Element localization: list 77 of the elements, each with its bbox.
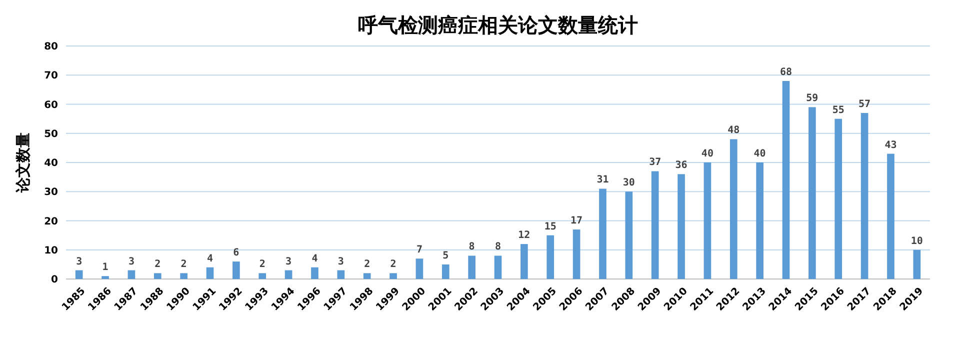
data-label: 4: [206, 253, 214, 264]
bar: [678, 174, 685, 279]
y-tick-label: 80: [44, 42, 58, 52]
bar: [834, 118, 842, 279]
data-label: 37: [649, 157, 662, 168]
data-label: 4: [312, 253, 318, 264]
bar: [311, 267, 318, 279]
data-label: 3: [338, 256, 344, 268]
bar: [808, 107, 816, 279]
bar: [651, 171, 659, 279]
bar: [390, 273, 397, 279]
y-tick-label: 40: [44, 158, 58, 169]
bar: [363, 273, 371, 279]
bar: [232, 262, 240, 279]
bar: [546, 235, 554, 279]
y-tick-label: 10: [44, 245, 58, 256]
bar: [572, 229, 580, 279]
data-label: 12: [518, 230, 530, 242]
bar: [128, 270, 136, 279]
data-label: 8: [468, 242, 475, 253]
y-tick-label: 0: [51, 274, 58, 286]
data-label: 43: [884, 140, 897, 151]
bar: [258, 273, 266, 279]
data-label: 57: [858, 98, 871, 110]
data-label: 3: [286, 256, 292, 268]
data-label: 55: [832, 104, 844, 116]
bar: [206, 267, 214, 279]
y-tick-label: 50: [44, 128, 58, 140]
bar: [180, 273, 188, 279]
bar: [887, 154, 894, 279]
data-label: 10: [910, 236, 923, 247]
data-label: 8: [494, 242, 502, 253]
bar: [284, 270, 292, 279]
bar: [625, 192, 633, 279]
data-label: 2: [390, 259, 396, 270]
bar: [704, 162, 712, 279]
bar: [782, 80, 790, 279]
y-tick-label: 60: [44, 100, 58, 111]
data-label: 48: [728, 125, 740, 136]
data-label: 36: [675, 160, 688, 172]
data-label: 31: [596, 174, 609, 186]
bar: [599, 188, 606, 279]
data-label: 59: [806, 93, 818, 104]
data-label: 2: [259, 259, 266, 270]
bar: [860, 112, 868, 279]
data-label: 30: [622, 178, 635, 189]
data-label: 5: [442, 250, 449, 262]
data-label: 15: [544, 221, 556, 232]
data-label: 7: [416, 244, 422, 256]
chart-title: 呼气检测癌症相关论文数量统计: [358, 13, 638, 37]
y-tick-label: 70: [44, 70, 58, 82]
data-label: 3: [76, 256, 82, 268]
data-label: 17: [570, 215, 583, 226]
data-label: 2: [154, 259, 161, 270]
bar: [468, 256, 476, 279]
bar: [102, 276, 109, 279]
data-label: 2: [364, 259, 370, 270]
data-label: 3: [128, 256, 134, 268]
bar: [75, 270, 83, 279]
data-label: 40: [701, 148, 714, 160]
bar: [442, 264, 450, 279]
y-axis-title: 论文数量: [14, 132, 32, 194]
data-label: 40: [754, 148, 766, 160]
data-label: 6: [233, 248, 240, 259]
data-label: 68: [780, 66, 792, 78]
bar: [520, 244, 528, 279]
bar: [416, 258, 424, 279]
bar: [494, 256, 502, 279]
data-label: 2: [180, 259, 187, 270]
y-tick-label: 30: [44, 187, 58, 198]
bar: [913, 250, 921, 279]
y-tick-label: 20: [44, 216, 58, 228]
bar: [154, 273, 162, 279]
bar: [337, 270, 345, 279]
data-label: 1: [102, 262, 108, 274]
bar: [730, 139, 738, 279]
bar: [756, 162, 764, 279]
